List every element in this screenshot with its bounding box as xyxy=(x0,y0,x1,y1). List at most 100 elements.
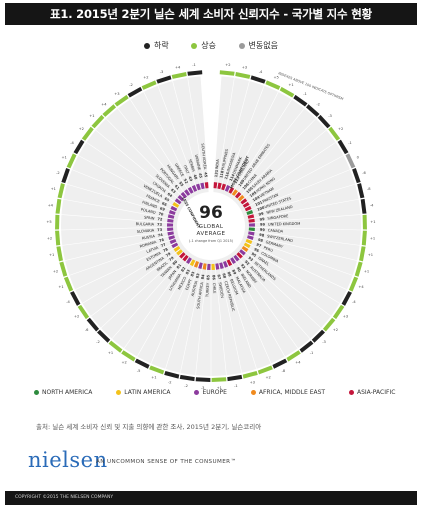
change-label: +2 xyxy=(79,127,84,131)
region-marker xyxy=(221,183,227,191)
separator-line xyxy=(66,183,173,216)
change-segment xyxy=(235,72,251,79)
change-segment xyxy=(362,214,367,230)
country-label: DENMARK xyxy=(232,156,243,175)
change-label: +1 xyxy=(288,83,293,87)
country-label: SINGAPORE xyxy=(267,214,289,221)
country-label: VIETNAM xyxy=(259,187,275,199)
legend-unchanged: 변동없음 xyxy=(238,40,278,51)
change-label: -4 xyxy=(352,300,356,304)
value-label: 48 xyxy=(193,174,198,180)
region-marker xyxy=(248,218,255,223)
change-segment xyxy=(86,317,100,332)
change-segment xyxy=(352,167,361,184)
change-label: -3 xyxy=(322,340,326,344)
country-label: SPAIN xyxy=(144,215,155,220)
separator-line xyxy=(242,249,332,317)
separator-line xyxy=(136,260,192,357)
value-label: 66 xyxy=(161,201,168,207)
value-label: 95 xyxy=(251,252,258,258)
separator-line xyxy=(86,142,178,204)
change-segment xyxy=(219,70,235,76)
value-label: 97 xyxy=(256,243,263,249)
change-label: -4 xyxy=(370,203,374,207)
region-legend: NORTH AMERICA LATIN AMERICA EUROPE AFRIC… xyxy=(34,389,414,401)
change-segment xyxy=(341,291,352,306)
value-label: 118 xyxy=(219,170,225,179)
value-label: 98 xyxy=(259,233,265,238)
change-segment xyxy=(348,276,359,292)
dot-icon xyxy=(34,390,39,395)
change-segment xyxy=(55,198,62,214)
change-segment xyxy=(141,80,157,90)
region-marker xyxy=(247,214,255,219)
separator-line xyxy=(247,169,351,212)
region-marker xyxy=(185,257,192,265)
region-marker xyxy=(195,183,201,191)
change-label: +1 xyxy=(89,114,94,118)
country-label: RUSSIA xyxy=(142,234,156,240)
country-label: BULGARIA xyxy=(136,222,155,226)
value-label: 64 xyxy=(167,192,174,198)
change-segment xyxy=(102,104,117,117)
separator-line xyxy=(157,85,198,189)
separator-line xyxy=(69,238,174,276)
region-marker xyxy=(245,238,253,245)
change-segment xyxy=(250,75,266,84)
change-label: -2 xyxy=(96,340,100,344)
value-label: 96 xyxy=(253,247,260,253)
region-marker xyxy=(168,209,176,215)
country-label: SOUTH AFRICA xyxy=(196,281,204,309)
separator-line xyxy=(123,258,189,349)
dot-icon xyxy=(143,42,150,49)
region-marker xyxy=(204,182,209,189)
change-label: +1 xyxy=(51,187,56,191)
change-segment xyxy=(195,377,211,382)
change-label: -4 xyxy=(259,70,263,74)
value-label: 88 xyxy=(226,271,232,278)
change-label: +1 xyxy=(49,253,54,257)
legend-down: 하락 xyxy=(143,40,169,51)
region-la: LATIN AMERICA xyxy=(116,389,171,396)
region-ap: ASIA-PACIFIC xyxy=(348,389,395,396)
change-label: -3 xyxy=(201,386,205,390)
separator-line xyxy=(172,80,202,188)
change-label: +2 xyxy=(265,376,270,380)
country-label: INDONESIA xyxy=(227,151,237,172)
value-label: 73 xyxy=(157,223,163,227)
change-label: +5 xyxy=(273,76,278,80)
value-label: 93 xyxy=(247,256,254,263)
separator-line xyxy=(247,242,347,290)
separator-line xyxy=(248,238,353,276)
dot-icon xyxy=(191,42,198,49)
separator-line xyxy=(64,234,173,261)
center-note: (-1 change from Q1 2015) xyxy=(189,239,234,243)
change-label: -2 xyxy=(168,381,172,385)
region-marker xyxy=(230,257,237,265)
country-label: PAKISTAN xyxy=(262,193,280,204)
separator-line xyxy=(218,265,242,373)
value-label: 89 xyxy=(231,269,237,276)
change-label: -4 xyxy=(66,300,70,304)
region-marker xyxy=(173,245,181,252)
value-label: 99 xyxy=(259,217,265,222)
separator-line xyxy=(237,255,311,339)
value-label: 49 xyxy=(187,176,193,183)
dot-icon xyxy=(194,390,200,395)
change-label: +2 xyxy=(225,63,230,67)
value-label: 85 xyxy=(206,274,210,280)
region-marker xyxy=(235,191,242,199)
value-label: 104 xyxy=(252,195,261,203)
change-label: +1 xyxy=(58,285,63,289)
change-segment xyxy=(70,291,81,306)
region-marker xyxy=(217,182,222,190)
country-label: ROMANIA xyxy=(139,240,157,249)
separator-line xyxy=(71,169,175,212)
separator-line xyxy=(235,108,305,195)
region-marker xyxy=(167,218,174,223)
separator-line xyxy=(240,252,322,329)
country-label: PHILIPPINES xyxy=(221,148,230,171)
change-segment xyxy=(73,139,85,155)
country-label: AUSTRIA xyxy=(191,280,199,297)
change-label: -4 xyxy=(70,141,74,145)
